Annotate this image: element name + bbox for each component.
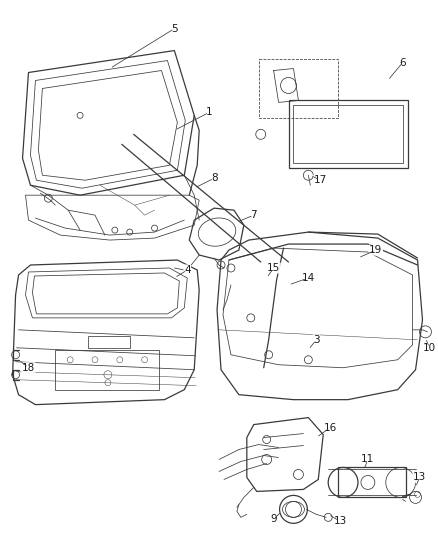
Text: 3: 3: [313, 335, 320, 345]
Text: 17: 17: [314, 175, 327, 185]
Text: 13: 13: [333, 516, 347, 526]
Text: 4: 4: [184, 265, 191, 275]
Text: 14: 14: [302, 273, 315, 283]
Text: 15: 15: [267, 263, 280, 273]
Text: 11: 11: [361, 455, 374, 464]
Text: 7: 7: [251, 210, 257, 220]
Text: 8: 8: [211, 173, 217, 183]
Text: 1: 1: [206, 108, 212, 117]
Text: 16: 16: [324, 423, 337, 433]
Text: 9: 9: [270, 514, 277, 524]
Text: 13: 13: [413, 472, 426, 482]
Text: 18: 18: [22, 363, 35, 373]
Text: 6: 6: [399, 58, 406, 68]
Text: 19: 19: [369, 245, 382, 255]
Text: 10: 10: [423, 343, 436, 353]
Text: 5: 5: [171, 23, 178, 34]
